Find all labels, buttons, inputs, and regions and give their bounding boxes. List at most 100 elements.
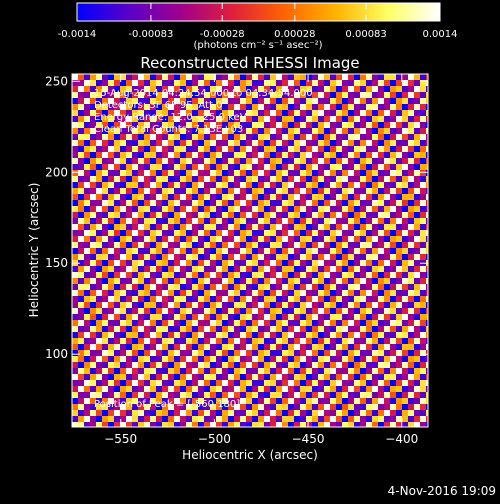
heatmap-cell <box>192 338 198 344</box>
heatmap-cell <box>216 350 222 356</box>
heatmap-cell <box>294 146 300 152</box>
heatmap-cell <box>252 92 258 98</box>
heatmap-cell <box>114 284 120 290</box>
heatmap-cell <box>282 74 288 80</box>
heatmap-cell <box>282 422 288 427</box>
heatmap-cell <box>396 110 402 116</box>
heatmap-cell <box>426 356 428 362</box>
heatmap-cell <box>114 116 120 122</box>
heatmap-cell <box>384 410 390 416</box>
heatmap-cell <box>330 152 336 158</box>
heatmap-cell <box>354 356 360 362</box>
heatmap-cell <box>90 380 96 386</box>
heatmap-cell <box>90 188 96 194</box>
heatmap-cell <box>348 206 354 212</box>
heatmap-cell <box>234 326 240 332</box>
heatmap-cell <box>378 206 384 212</box>
heatmap-cell <box>348 128 354 134</box>
heatmap-cell <box>168 206 174 212</box>
heatmap-cell <box>216 386 222 392</box>
heatmap-cell <box>132 254 138 260</box>
heatmap-cell <box>108 98 114 104</box>
heatmap-cell <box>360 212 366 218</box>
heatmap-cell <box>384 404 390 410</box>
heatmap-cell <box>300 356 306 362</box>
heatmap-cell <box>402 74 408 80</box>
heatmap-cell <box>360 188 366 194</box>
heatmap-cell <box>108 152 114 158</box>
heatmap-cell <box>162 194 168 200</box>
heatmap-cell <box>162 422 168 427</box>
heatmap-cell <box>72 224 78 230</box>
heatmap-cell <box>336 356 342 362</box>
heatmap-cell <box>354 86 360 92</box>
heatmap-cell <box>390 212 396 218</box>
heatmap-cell <box>258 356 264 362</box>
heatmap-cell <box>228 416 234 422</box>
heatmap-cell <box>84 272 90 278</box>
heatmap-cell <box>90 368 96 374</box>
heatmap-cell <box>378 404 384 410</box>
heatmap-cell <box>168 290 174 296</box>
heatmap-cell <box>120 170 126 176</box>
heatmap-cell <box>150 74 156 80</box>
heatmap-cell <box>120 152 126 158</box>
heatmap-cell <box>264 128 270 134</box>
heatmap-cell <box>162 110 168 116</box>
heatmap-cell <box>288 314 294 320</box>
heatmap-cell <box>126 128 132 134</box>
heatmap-cell <box>192 314 198 320</box>
heatmap-cell <box>216 392 222 398</box>
heatmap-cell <box>312 140 318 146</box>
heatmap-cell <box>228 356 234 362</box>
heatmap-cell <box>150 374 156 380</box>
heatmap-cell <box>354 404 360 410</box>
heatmap-cell <box>126 404 132 410</box>
heatmap-cell <box>234 338 240 344</box>
heatmap-cell <box>252 230 258 236</box>
heatmap-cell <box>168 176 174 182</box>
heatmap-cell <box>210 122 216 128</box>
heatmap-cell <box>108 386 114 392</box>
heatmap-cell <box>330 272 336 278</box>
heatmap-cell <box>300 266 306 272</box>
heatmap-cell <box>102 224 108 230</box>
heatmap-cell <box>306 116 312 122</box>
heatmap-cell <box>144 230 150 236</box>
heatmap-cell <box>336 344 342 350</box>
heatmap-cell <box>210 116 216 122</box>
heatmap-cell <box>270 98 276 104</box>
heatmap-cell <box>354 128 360 134</box>
heatmap-cell <box>192 332 198 338</box>
heatmap-cell <box>360 314 366 320</box>
heatmap-cell <box>312 104 318 110</box>
heatmap-cell <box>300 362 306 368</box>
heatmap-cell <box>198 98 204 104</box>
heatmap-cell <box>132 368 138 374</box>
heatmap-cell <box>204 140 210 146</box>
heatmap-cell <box>408 272 414 278</box>
heatmap-cell <box>132 164 138 170</box>
heatmap-cell <box>84 398 90 404</box>
heatmap-cell <box>288 404 294 410</box>
heatmap-cell <box>414 242 420 248</box>
heatmap-cell <box>102 188 108 194</box>
heatmap-cell <box>210 320 216 326</box>
heatmap-cell <box>222 188 228 194</box>
heatmap-cell <box>216 122 222 128</box>
heatmap-cell <box>84 278 90 284</box>
heatmap-cell <box>300 374 306 380</box>
heatmap-cell <box>240 164 246 170</box>
heatmap-cell <box>318 230 324 236</box>
heatmap-cell <box>78 374 84 380</box>
heatmap-cell <box>192 188 198 194</box>
heatmap-cell <box>324 290 330 296</box>
heatmap-cell <box>252 314 258 320</box>
heatmap-cell <box>414 110 420 116</box>
heatmap-cell <box>354 260 360 266</box>
heatmap-cell <box>360 140 366 146</box>
heatmap-cell <box>348 236 354 242</box>
heatmap-cell <box>384 110 390 116</box>
heatmap-cell <box>126 158 132 164</box>
heatmap-cell <box>120 356 126 362</box>
